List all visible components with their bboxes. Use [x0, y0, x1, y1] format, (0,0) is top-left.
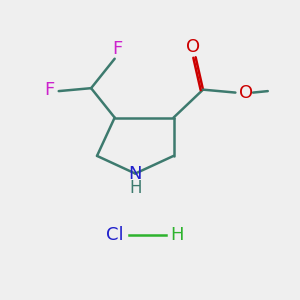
Text: O: O [186, 38, 200, 56]
Text: Cl: Cl [106, 226, 124, 244]
Text: O: O [238, 84, 253, 102]
Text: H: H [170, 226, 183, 244]
Text: N: N [128, 165, 142, 183]
Text: F: F [112, 40, 123, 58]
Text: H: H [129, 179, 142, 197]
Text: F: F [44, 81, 54, 99]
